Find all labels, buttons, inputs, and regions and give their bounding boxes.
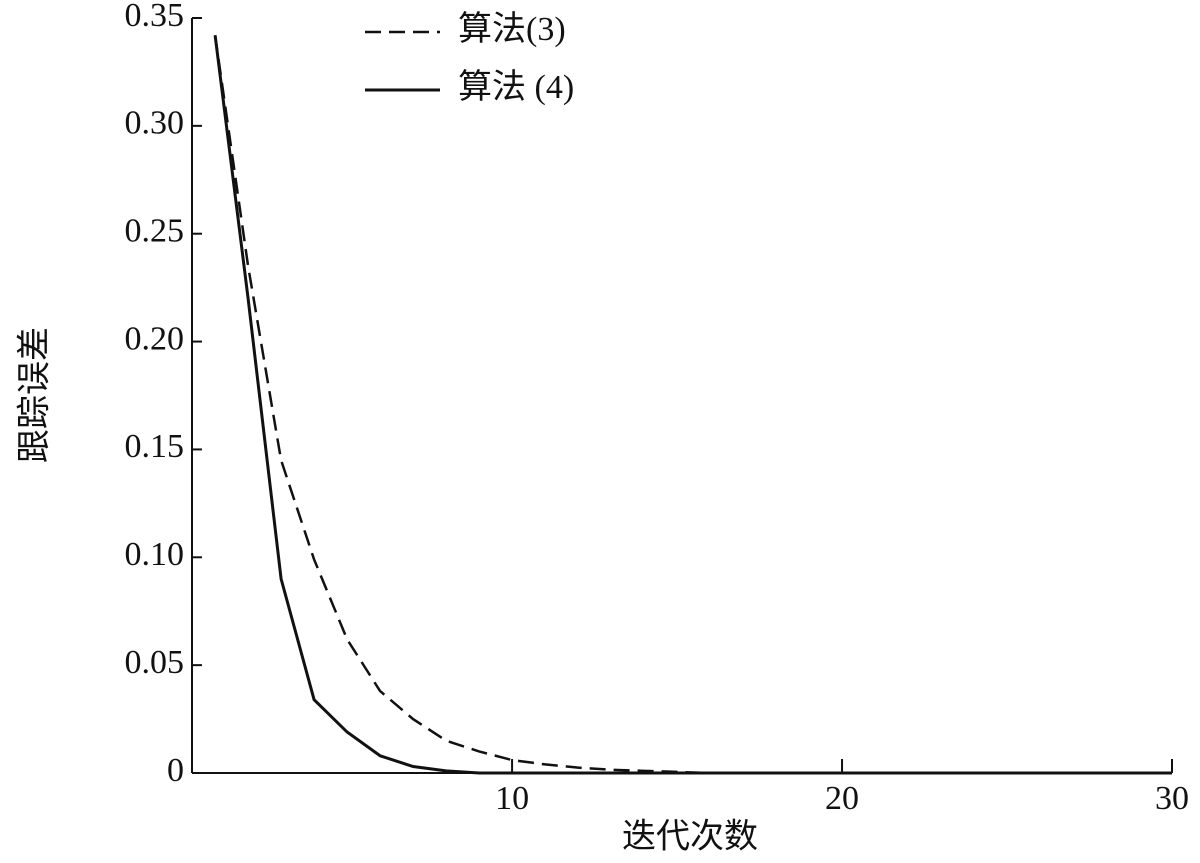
y-tick-label: 0.25 (125, 213, 185, 250)
series-line (213, 35, 1172, 775)
y-tick-label: 0.35 (125, 0, 185, 34)
x-axis-label: 迭代次数 (622, 817, 758, 857)
y-tick-label: 0.15 (125, 428, 185, 465)
x-tick-label: 10 (495, 780, 529, 817)
y-tick-label: 0.20 (125, 320, 185, 357)
y-tick-label: 0 (167, 752, 184, 789)
x-tick-label: 30 (1155, 780, 1189, 817)
y-tick-label: 0.30 (125, 105, 185, 142)
y-tick-label: 0.10 (125, 536, 185, 573)
legend-label: 算法 (4) (458, 68, 574, 106)
y-axis-label: 跟踪误差 (15, 327, 55, 463)
legend-label: 算法(3) (458, 10, 566, 48)
y-tick-label: 0.05 (125, 644, 185, 681)
x-tick-label: 20 (825, 780, 859, 817)
series-line (213, 35, 1172, 775)
